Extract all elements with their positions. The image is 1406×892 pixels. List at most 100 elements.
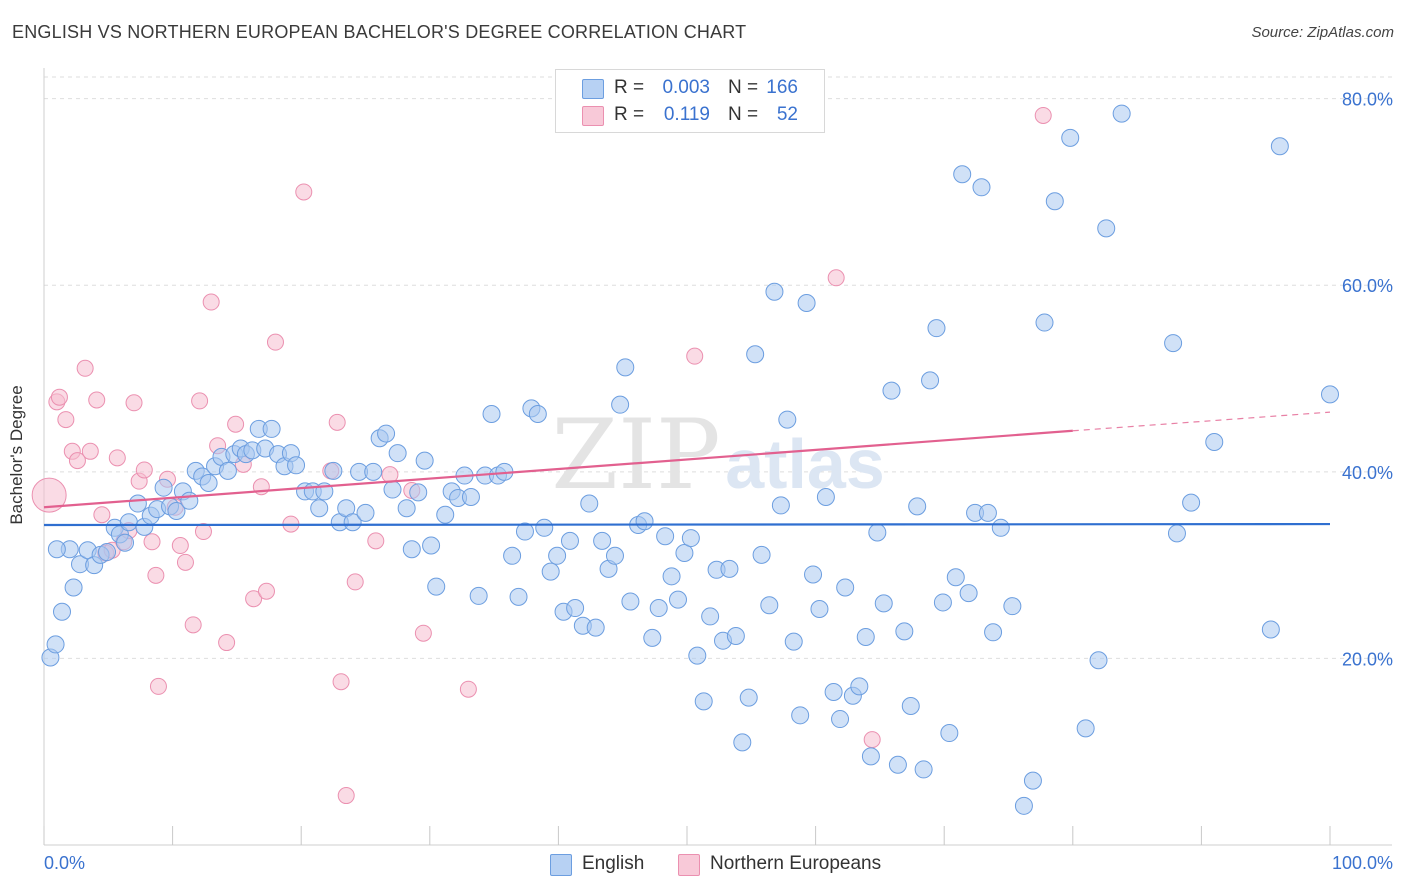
english-point xyxy=(733,733,752,752)
northern-point xyxy=(191,392,209,410)
northern-point xyxy=(346,573,364,591)
english-point xyxy=(914,760,933,779)
english-legend-icon xyxy=(550,854,572,876)
english-point xyxy=(1003,597,1022,616)
english-point xyxy=(262,419,281,438)
english-point xyxy=(1097,219,1116,238)
english-point xyxy=(218,461,237,480)
english-point xyxy=(861,747,880,766)
legend-r-label: R = xyxy=(614,104,645,125)
northern-point xyxy=(147,566,165,584)
northern-point xyxy=(337,787,355,805)
northern-point xyxy=(202,293,220,311)
english-point xyxy=(503,546,522,565)
english-point xyxy=(831,710,850,729)
english-points xyxy=(41,104,1339,815)
legend-r-value: 0.003 xyxy=(662,77,710,98)
english-point xyxy=(53,602,72,621)
legend-n-label: N = xyxy=(728,77,759,98)
english-point xyxy=(1205,432,1224,451)
northern-point xyxy=(332,673,350,691)
english-point xyxy=(324,461,343,480)
english-point xyxy=(933,593,952,612)
english-point xyxy=(560,531,579,550)
english-point xyxy=(882,381,901,400)
english-point xyxy=(824,683,843,701)
english-point xyxy=(784,632,803,651)
legend-n-value: 52 xyxy=(776,104,798,125)
english-point xyxy=(409,483,428,502)
english-point xyxy=(154,478,173,497)
english-point xyxy=(119,513,138,532)
english-point xyxy=(566,599,585,618)
english-point xyxy=(509,587,528,606)
english-point xyxy=(668,590,687,609)
english-point xyxy=(662,567,681,586)
chart-source: Source: ZipAtlas.com xyxy=(1251,24,1394,41)
english-point xyxy=(1035,313,1054,332)
english-point xyxy=(675,543,694,562)
northern-point xyxy=(414,624,432,642)
english-point xyxy=(287,456,306,475)
english-point xyxy=(310,499,329,518)
english-point xyxy=(888,755,907,774)
english-point xyxy=(1321,385,1339,404)
northern-point xyxy=(135,461,153,479)
english-point xyxy=(64,578,83,597)
english-point xyxy=(422,536,441,555)
y-tick-label: 40.0% xyxy=(1342,463,1393,483)
english-point xyxy=(991,518,1010,537)
northern-point xyxy=(266,333,284,351)
english-point xyxy=(1023,771,1042,790)
english-legend-label: English xyxy=(582,853,645,874)
english-point xyxy=(635,512,654,531)
northern-point xyxy=(31,477,67,513)
english-point xyxy=(908,497,927,516)
english-point xyxy=(868,523,887,542)
english-point xyxy=(1167,524,1186,543)
english-point xyxy=(548,546,567,565)
x-tick-label: 0.0% xyxy=(44,853,85,873)
english-point xyxy=(383,480,402,499)
y-tick-label: 80.0% xyxy=(1342,90,1393,110)
english-point xyxy=(461,488,480,507)
northern-point xyxy=(184,616,202,634)
northern-point xyxy=(108,449,126,467)
northern-point xyxy=(367,532,385,550)
northern-trend-extension xyxy=(1072,411,1331,432)
watermark-zip: ZIP xyxy=(551,399,720,511)
english-point xyxy=(752,545,771,564)
english-point xyxy=(726,627,745,646)
english-point xyxy=(953,165,972,184)
english-point xyxy=(116,533,135,552)
english-point xyxy=(895,622,914,641)
english-point xyxy=(978,503,997,522)
english-point xyxy=(402,540,421,559)
northern-point xyxy=(149,677,167,695)
english-point xyxy=(616,358,635,377)
legend-n-value: 166 xyxy=(766,77,798,98)
northern-point xyxy=(50,388,68,406)
english-point xyxy=(98,543,117,562)
english-point xyxy=(778,410,797,429)
english-point xyxy=(1089,651,1108,670)
english-point xyxy=(701,607,720,626)
english-point xyxy=(586,618,605,637)
english-point xyxy=(765,282,784,301)
english-point xyxy=(1112,104,1131,123)
northern-point xyxy=(76,359,94,377)
northern-swatch-icon xyxy=(582,106,604,126)
english-point xyxy=(180,491,199,510)
northern-point xyxy=(81,442,99,460)
english-point xyxy=(816,488,835,507)
english-point xyxy=(1076,719,1095,738)
english-point xyxy=(415,451,434,470)
english-point xyxy=(580,494,599,513)
northern-point xyxy=(93,506,111,524)
northern-point xyxy=(125,394,143,412)
y-tick-label: 60.0% xyxy=(1342,276,1393,296)
english-point xyxy=(656,527,675,546)
legend-r-value: 0.119 xyxy=(663,104,710,125)
northern-point xyxy=(863,731,881,749)
english-point xyxy=(377,424,396,443)
